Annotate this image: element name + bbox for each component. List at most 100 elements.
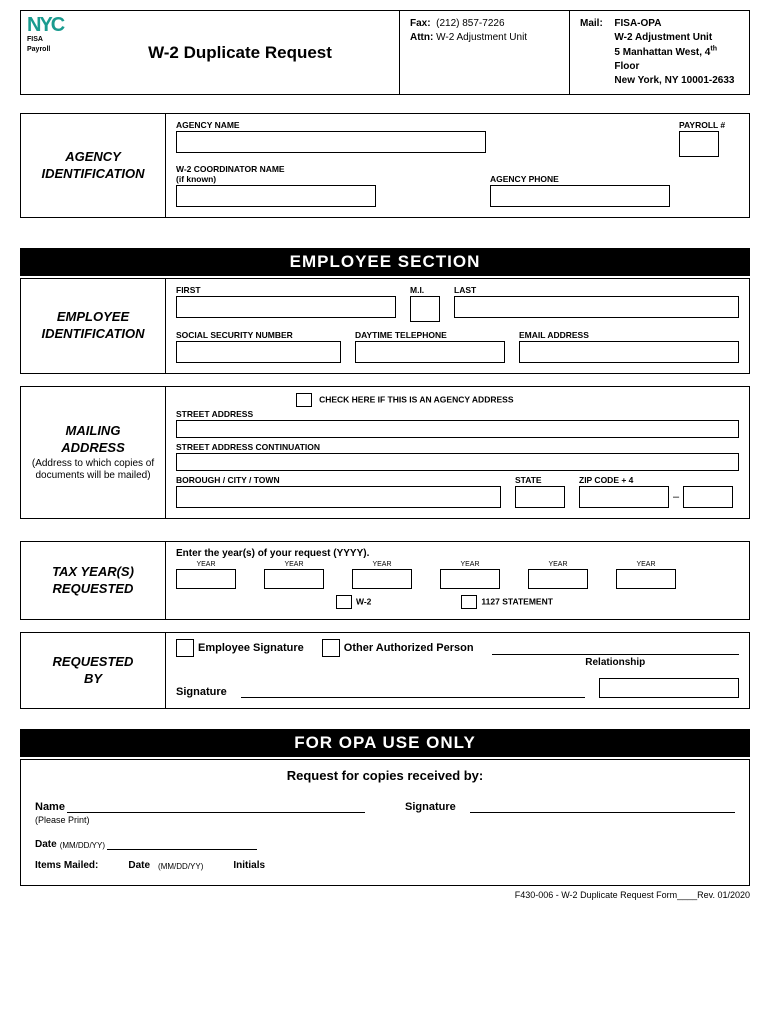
- mail-line3a: 5 Manhattan West, 4: [614, 47, 710, 58]
- requested-section: REQUESTED BY Employee Signature Other Au…: [20, 632, 750, 709]
- payroll-input[interactable]: [679, 131, 719, 157]
- agency-phone-label: AGENCY PHONE: [490, 174, 690, 184]
- header-box: NYC FISA Payroll W-2 Duplicate Request F…: [20, 10, 750, 95]
- year-input-3[interactable]: [352, 569, 412, 589]
- opa-received-label: Request for copies received by:: [35, 768, 735, 783]
- agency-label-2: IDENTIFICATION: [41, 166, 144, 183]
- coordinator-label-2: (if known): [176, 175, 396, 184]
- coordinator-input[interactable]: [176, 185, 376, 207]
- mail-label: Mail:: [580, 17, 614, 88]
- signature-label: Signature: [176, 686, 227, 698]
- emp-sig-label: Employee Signature: [198, 642, 304, 654]
- logo-block: NYC FISA Payroll: [21, 11, 81, 94]
- requested-section-label: REQUESTED BY: [21, 633, 166, 708]
- agency-label-1: AGENCY: [65, 149, 121, 166]
- emp-sig-checkbox[interactable]: [176, 639, 194, 657]
- employee-label-1: EMPLOYEE: [57, 309, 129, 326]
- form-title: W-2 Duplicate Request: [81, 11, 399, 94]
- nyc-logo: NYC: [27, 17, 75, 34]
- stmt-checkbox[interactable]: [461, 595, 477, 609]
- mailing-body: CHECK HERE IF THIS IS AN AGENCY ADDRESS …: [166, 387, 749, 518]
- last-input[interactable]: [454, 296, 739, 318]
- logo-sub-payroll: Payroll: [27, 46, 75, 54]
- agency-section-label: AGENCY IDENTIFICATION: [21, 114, 166, 217]
- ssn-input[interactable]: [176, 341, 341, 363]
- agency-name-input[interactable]: [176, 131, 486, 153]
- w2-checkbox-label: W-2: [356, 596, 371, 606]
- mailing-section: MAILING ADDRESS (Address to which copies…: [20, 386, 750, 519]
- year-input-5[interactable]: [528, 569, 588, 589]
- zip-input[interactable]: [579, 486, 669, 508]
- opa-name-label: Name: [35, 801, 65, 813]
- street-label: STREET ADDRESS: [176, 409, 739, 419]
- street2-label: STREET ADDRESS CONTINUATION: [176, 442, 739, 452]
- daytel-label: DAYTIME TELEPHONE: [355, 330, 505, 340]
- signature-line[interactable]: [241, 684, 585, 698]
- year-label-1: YEAR: [196, 561, 215, 568]
- daytel-input[interactable]: [355, 341, 505, 363]
- fax-block: Fax: (212) 857-7226 Attn: W-2 Adjustment…: [399, 11, 569, 94]
- taxyears-label-1: TAX YEAR(S): [52, 564, 134, 581]
- other-person-line[interactable]: [492, 639, 739, 655]
- first-input[interactable]: [176, 296, 396, 318]
- stmt-checkbox-label: 1127 STATEMENT: [481, 596, 552, 606]
- taxyears-section: TAX YEAR(S) REQUESTED Enter the year(s) …: [20, 541, 750, 620]
- city-input[interactable]: [176, 486, 501, 508]
- footer-text: F430-006 - W-2 Duplicate Request Form___…: [20, 890, 750, 900]
- opa-section: Request for copies received by: Name Sig…: [20, 759, 750, 886]
- mail-line4: New York, NY 10001-2633: [614, 75, 734, 86]
- employee-section-label: EMPLOYEE IDENTIFICATION: [21, 279, 166, 373]
- opa-signature-label: Signature: [405, 801, 456, 813]
- state-label: STATE: [515, 475, 565, 485]
- ssn-label: SOCIAL SECURITY NUMBER: [176, 330, 341, 340]
- year-input-6[interactable]: [616, 569, 676, 589]
- requested-body: Employee Signature Other Authorized Pers…: [166, 633, 749, 708]
- mail-address: FISA-OPA W-2 Adjustment Unit 5 Manhattan…: [614, 17, 739, 88]
- zip4-input[interactable]: [683, 486, 733, 508]
- items-mailed-label: Items Mailed:: [35, 860, 98, 871]
- payroll-label: PAYROLL #: [679, 120, 739, 130]
- agency-section: AGENCY IDENTIFICATION AGENCY NAME PAYROL…: [20, 113, 750, 218]
- email-input[interactable]: [519, 341, 739, 363]
- last-label: LAST: [454, 285, 739, 295]
- year-label-4: YEAR: [460, 561, 479, 568]
- relationship-label: Relationship: [492, 657, 739, 668]
- mi-input[interactable]: [410, 296, 440, 322]
- agency-address-check-label: CHECK HERE IF THIS IS AN AGENCY ADDRESS: [319, 394, 513, 404]
- year-label-2: YEAR: [284, 561, 303, 568]
- agency-address-checkbox[interactable]: [296, 393, 312, 407]
- mailing-sub: (Address to which copies of documents wi…: [25, 458, 161, 482]
- year-label-6: YEAR: [636, 561, 655, 568]
- mailing-section-label: MAILING ADDRESS (Address to which copies…: [21, 387, 166, 518]
- opa-date-fmt: (MM/DD/YY): [60, 841, 105, 850]
- street-input[interactable]: [176, 420, 739, 438]
- opa-bar: FOR OPA USE ONLY: [20, 729, 750, 757]
- opa-date-line[interactable]: [107, 840, 257, 850]
- signature-box[interactable]: [599, 678, 739, 698]
- email-label: EMAIL ADDRESS: [519, 330, 739, 340]
- opa-name-line[interactable]: [67, 801, 365, 813]
- taxyears-body: Enter the year(s) of your request (YYYY)…: [166, 542, 749, 619]
- year-input-4[interactable]: [440, 569, 500, 589]
- fax-number: (212) 857-7226: [436, 18, 504, 29]
- other-checkbox[interactable]: [322, 639, 340, 657]
- w2-checkbox[interactable]: [336, 595, 352, 609]
- year-label-3: YEAR: [372, 561, 391, 568]
- attn-label: Attn:: [410, 32, 433, 43]
- street2-input[interactable]: [176, 453, 739, 471]
- agency-phone-input[interactable]: [490, 185, 670, 207]
- opa-signature-line[interactable]: [470, 801, 735, 813]
- mail-line3b: th: [710, 46, 717, 53]
- taxyears-instruction: Enter the year(s) of your request (YYYY)…: [176, 548, 739, 559]
- year-input-1[interactable]: [176, 569, 236, 589]
- agency-name-label: AGENCY NAME: [176, 120, 665, 130]
- opa-date-label: Date: [35, 839, 57, 850]
- opa-date2-fmt: (MM/DD/YY): [158, 862, 203, 871]
- first-label: FIRST: [176, 285, 396, 295]
- year-input-2[interactable]: [264, 569, 324, 589]
- attn-text: W-2 Adjustment Unit: [436, 32, 527, 43]
- taxyears-label-2: REQUESTED: [53, 581, 134, 598]
- state-input[interactable]: [515, 486, 565, 508]
- mailing-label-2: ADDRESS: [61, 440, 125, 457]
- header-contact: Fax: (212) 857-7226 Attn: W-2 Adjustment…: [399, 11, 749, 94]
